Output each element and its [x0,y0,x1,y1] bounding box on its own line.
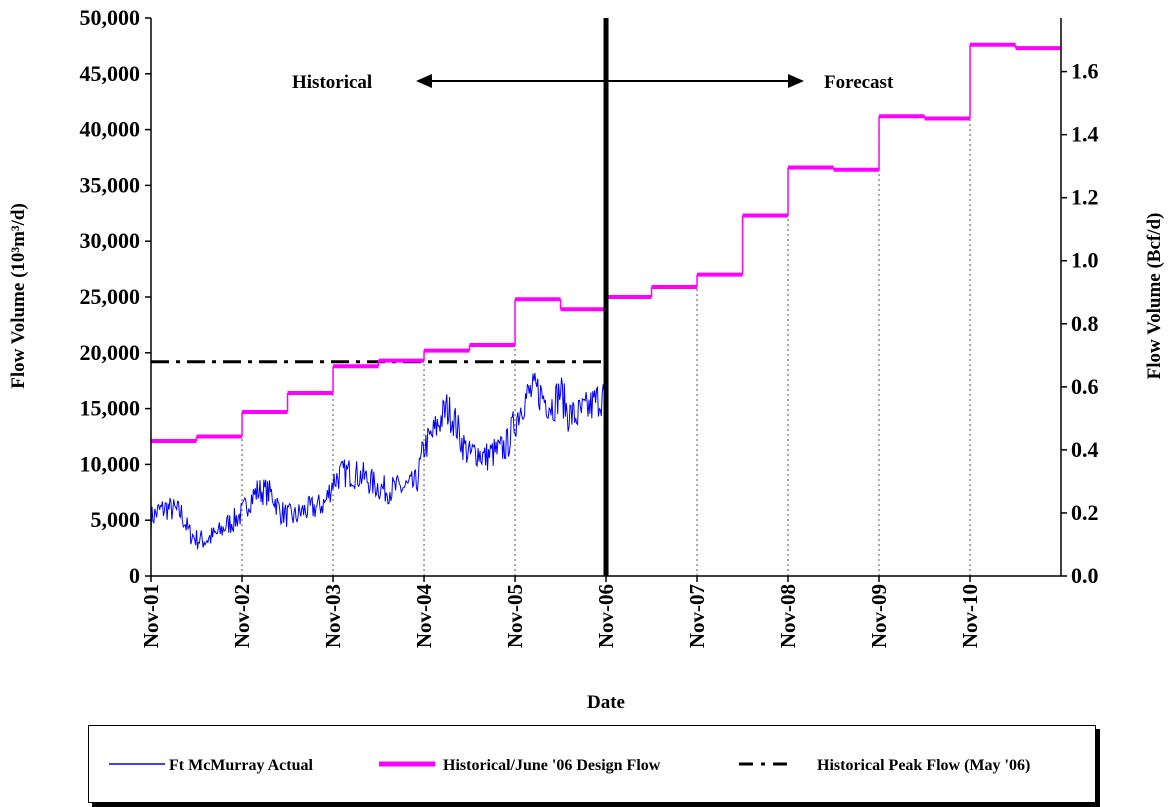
y-left-tick-label: 50,000 [80,5,141,30]
y-axis-left-title: Flow Volume (10³m³/d) [8,203,29,389]
y-left-tick-label: 5,000 [91,507,141,532]
legend-peak-label: Historical Peak Flow (May '06) [817,757,1030,774]
x-tick-label: Nov-07 [685,584,709,648]
design-flow-series [151,42,1062,443]
actual-flow-line [150,373,606,550]
y-axis-right-title: Flow Volume (Bcf/d) [1144,213,1165,380]
x-tick-label: Nov-10 [958,584,982,648]
x-tick-label: Nov-06 [594,584,618,648]
y-right-tick-label: 1.4 [1071,122,1099,147]
y-left-tick-label: 40,000 [80,117,141,142]
legend: Ft McMurray Actual Historical/June '06 D… [88,725,1096,803]
y-right-tick-label: 0.6 [1071,374,1099,399]
x-tick-label: Nov-04 [412,584,436,649]
y-right-tick-label: 0.8 [1071,311,1099,336]
tick-labels: 0 5,000 10,000 15,000 20,000 25,000 30,000 35,0… [80,5,1099,648]
y-right-tick-label: 0.4 [1071,437,1099,462]
x-tick-label: Nov-01 [139,584,163,648]
actual-flow-series [150,373,606,550]
x-tick-label: Nov-05 [503,584,527,648]
x-tick-label: Nov-09 [867,584,891,648]
axes [145,17,1067,582]
y-right-tick-label: 1.2 [1071,185,1099,210]
legend-actual-label: Ft McMurray Actual [169,757,314,774]
y-left-tick-label: 35,000 [80,172,141,197]
y-left-tick-label: 10,000 [80,451,141,476]
y-left-tick-label: 0 [129,563,140,588]
y-left-tick-label: 30,000 [80,228,141,253]
x-tick-label: Nov-02 [230,584,254,648]
y-right-tick-label: 1.0 [1071,248,1099,273]
forecast-annotation: Forecast [824,72,894,93]
y-right-tick-label: 1.6 [1071,59,1099,84]
y-right-tick-label: 0.0 [1071,563,1099,588]
historical-annotation: Historical [292,72,372,93]
legend-svg: Ft McMurray Actual Historical/June '06 D… [109,757,1030,774]
y-left-tick-label: 20,000 [80,340,141,365]
direction-arrow [416,74,804,88]
x-axis-title: Date [587,692,625,713]
y-left-tick-label: 45,000 [80,61,141,86]
y-left-tick-label: 25,000 [80,284,141,309]
x-tick-label: Nov-03 [321,584,345,648]
x-tick-label: Nov-08 [776,584,800,648]
y-right-tick-label: 0.2 [1071,500,1099,525]
legend-design-label: Historical/June '06 Design Flow [443,757,661,774]
y-left-tick-label: 15,000 [80,396,141,421]
